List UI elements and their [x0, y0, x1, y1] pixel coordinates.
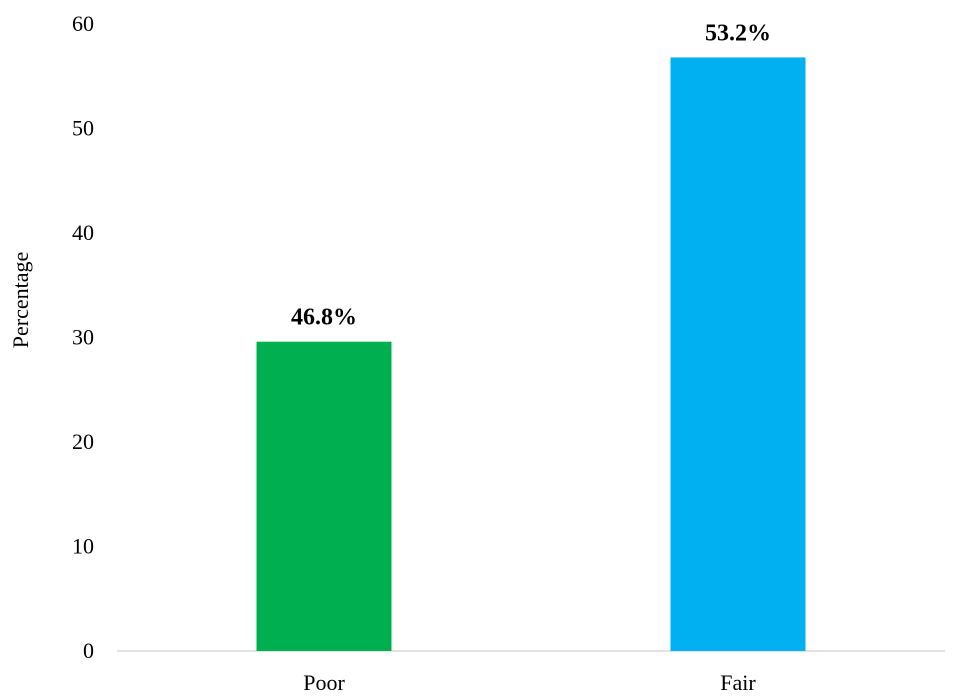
- data-label: 46.8%: [291, 305, 357, 331]
- bar-fair: [670, 57, 806, 651]
- x-axis-tick-labels: Poor Fair: [303, 670, 756, 695]
- y-tick-label: 30: [72, 325, 94, 350]
- y-tick-label: 10: [72, 534, 94, 559]
- y-tick-label: 60: [72, 11, 94, 36]
- x-tick-label: Poor: [303, 670, 345, 695]
- y-tick-label: 40: [72, 220, 94, 245]
- bars-group: 46.8% 53.2%: [256, 20, 806, 651]
- x-tick-label: Fair: [720, 670, 756, 695]
- y-axis-ticks: 0 10 20 30 40 50 60: [72, 11, 94, 663]
- bar-poor: [256, 341, 392, 651]
- y-tick-label: 50: [72, 116, 94, 141]
- y-tick-label: 0: [83, 638, 94, 663]
- y-tick-label: 20: [72, 429, 94, 454]
- y-axis-label: Percentage: [8, 252, 33, 349]
- data-label: 53.2%: [705, 20, 771, 46]
